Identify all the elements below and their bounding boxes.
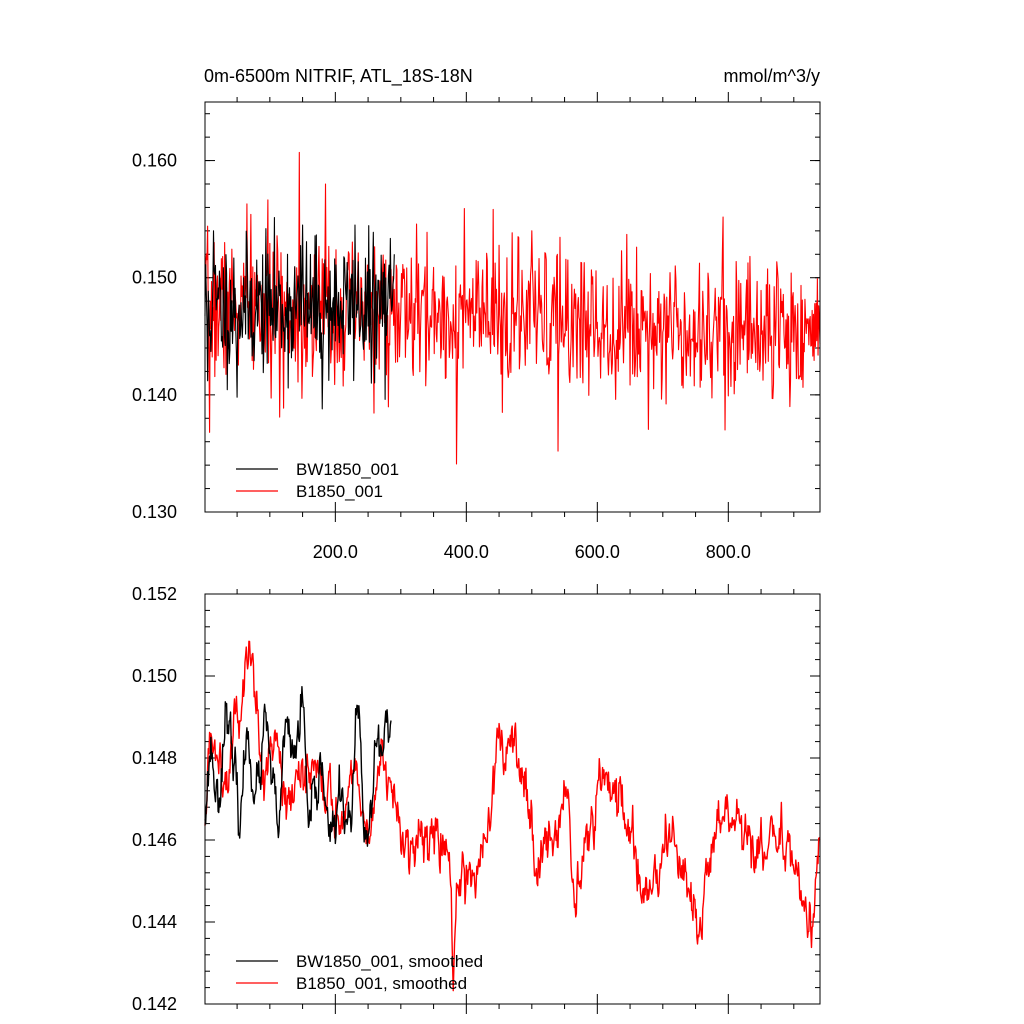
top-ticks: 0.130 0.140 0.150 0.160 200.0 400.0 600.0 800.0 [132,92,820,562]
top-legend: BW1850_001 B1850_001 [236,460,399,501]
top-x-tick-label: 800.0 [706,542,751,562]
top-x-tick-label: 600.0 [575,542,620,562]
top-title-right: mmol/m^3/y [724,66,820,86]
bottom-panel: 0.142 0.144 0.146 0.148 0.150 0.152 BW1850_00… [132,584,821,1014]
bottom-y-tick-label: 0.146 [132,830,177,850]
top-y-tick-label: 0.140 [132,385,177,405]
bottom-y-tick-label: 0.150 [132,666,177,686]
top-x-tick-label: 200.0 [313,542,358,562]
top-series-line-bw1850 [204,217,395,410]
bottom-ticks: 0.142 0.144 0.146 0.148 0.150 0.152 [132,584,820,1014]
bottom-plot-frame [204,593,821,1005]
top-x-tick-label: 400.0 [444,542,489,562]
top-y-tick-label: 0.130 [132,502,177,522]
bottom-series-line-b1850-smoothed [204,640,821,992]
bottom-y-tick-label: 0.148 [132,748,177,768]
bottom-y-tick-label: 0.152 [132,584,177,604]
top-y-tick-label: 0.160 [132,151,177,171]
top-series [204,151,821,465]
bottom-y-tick-label: 0.142 [132,994,177,1014]
top-plot-frame [204,101,821,513]
top-title-left: 0m-6500m NITRIF, ATL_18S-18N [204,66,473,87]
bottom-legend: BW1850_001, smoothed B1850_001, smoothed [236,952,483,993]
legend-label-b1850-smoothed: B1850_001, smoothed [296,974,467,993]
bottom-series [204,640,821,992]
top-y-tick-label: 0.150 [132,268,177,288]
bottom-y-tick-label: 0.144 [132,912,177,932]
legend-label-bw1850-smoothed: BW1850_001, smoothed [296,952,483,971]
top-panel: 0m-6500m NITRIF, ATL_18S-18N mmol/m^3/y … [132,66,821,562]
bottom-series-line-bw1850-smoothed [204,686,392,847]
legend-label-bw1850: BW1850_001 [296,460,399,479]
legend-label-b1850: B1850_001 [296,482,383,501]
